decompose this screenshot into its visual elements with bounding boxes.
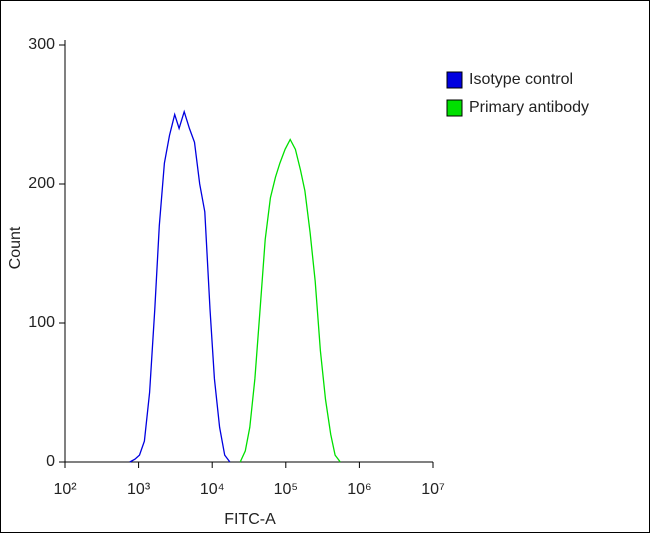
legend-swatch [446, 71, 463, 89]
x-tick-label: 10⁴ [200, 481, 225, 498]
x-tick-label: 10⁵ [274, 481, 298, 498]
legend-swatch [446, 99, 463, 117]
x-axis-label: FITC-A [224, 511, 276, 528]
series-line [239, 138, 341, 463]
y-tick-label: 100 [28, 314, 55, 331]
x-tick-label: 10⁷ [421, 481, 445, 498]
y-tick-label: 0 [46, 453, 55, 470]
y-axis-label: Count [7, 226, 24, 269]
y-tick-label: 300 [28, 36, 55, 53]
x-tick-label: 10² [53, 481, 77, 498]
legend-label: Primary antibody [469, 99, 589, 116]
series-line [129, 109, 231, 463]
x-tick-label: 10⁶ [347, 481, 371, 498]
x-tick-label: 10³ [127, 481, 151, 498]
y-tick-label: 200 [28, 175, 55, 192]
legend-label: Isotype control [469, 71, 573, 88]
